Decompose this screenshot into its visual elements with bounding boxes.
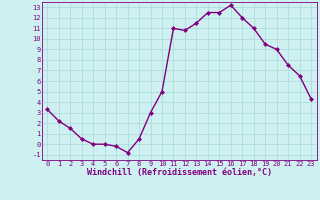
- X-axis label: Windchill (Refroidissement éolien,°C): Windchill (Refroidissement éolien,°C): [87, 168, 272, 177]
